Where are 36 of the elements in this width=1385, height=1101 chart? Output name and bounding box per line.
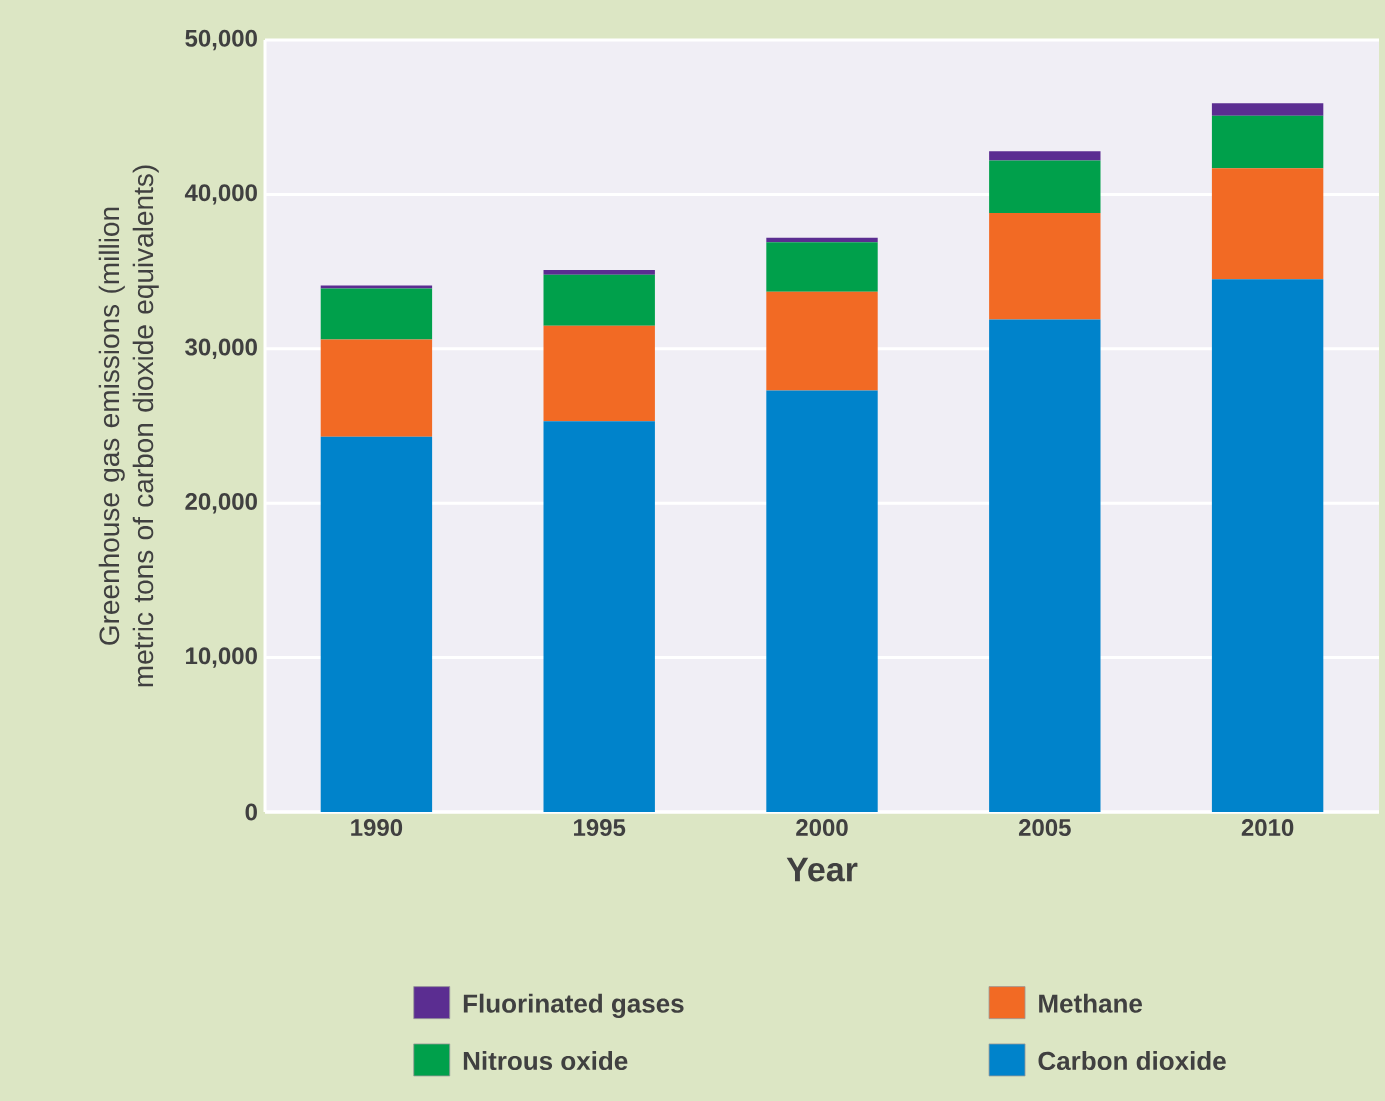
bar [1211,103,1324,116]
bar [543,421,655,812]
x-tick-label: 1995 [574,819,626,837]
bar [543,274,655,326]
bar [543,270,655,275]
bar [766,291,878,391]
bar [320,288,433,340]
bar [1211,115,1324,169]
bar [766,242,878,292]
y-axis-title: Greenhouse gas emissions (million metric tons of carbon dioxide equivalents) [98,165,159,687]
bar [320,285,433,289]
y-tick-label: 30,000 [185,338,257,360]
bar [320,436,433,812]
bar [989,160,1101,213]
legend-label: Carbon dioxide [1038,1051,1226,1071]
x-tick-label: 2000 [796,819,848,837]
x-axis-title: Year [786,857,858,882]
x-tick-label: 1990 [351,819,403,837]
x-tick-label: 2005 [1018,819,1071,837]
bar [989,319,1101,812]
bar [1211,279,1324,812]
y-tick-label: 10,000 [186,647,257,668]
y-tick-label: 40,000 [184,184,257,205]
bar [1211,168,1324,280]
y-tick-label: 0 [245,803,257,821]
bar [320,339,433,437]
legend-label: Methane [1039,993,1143,1013]
bar [543,325,655,422]
bar [989,151,1101,161]
bar [766,390,878,812]
y-tick-label: 50,000 [185,29,257,51]
y-tick-label: 20,000 [185,492,257,514]
legend-label: Fluorinated gases [463,993,684,1019]
legend-label: Nitrous oxide [463,1051,628,1071]
bar [989,212,1101,320]
x-tick-label: 2010 [1241,819,1294,837]
